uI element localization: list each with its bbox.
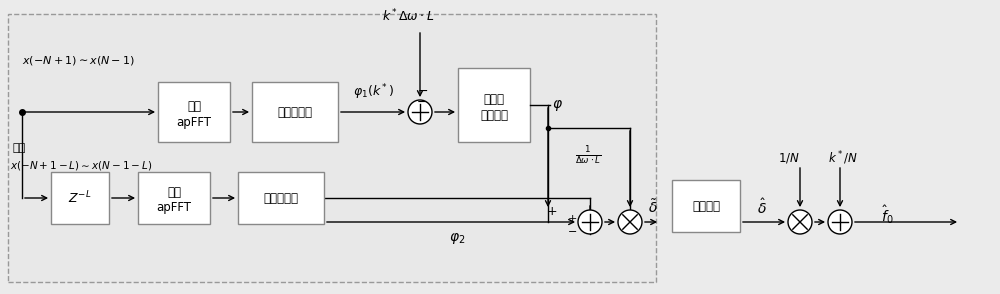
Bar [238, 172, 324, 224]
Circle shape [408, 100, 432, 124]
Bar [158, 82, 230, 142]
Text: $1/N$: $1/N$ [778, 151, 800, 165]
Text: $-$: $-$ [567, 225, 577, 235]
Text: $+$: $+$ [567, 213, 577, 223]
Text: $\varphi$: $\varphi$ [552, 98, 563, 113]
Text: $\frac{1}{\Delta\omega \cdot L}$: $\frac{1}{\Delta\omega \cdot L}$ [575, 144, 601, 166]
Text: $\tilde{\delta}$: $\tilde{\delta}$ [648, 198, 658, 216]
Bar [458, 68, 530, 142]
Text: $\varphi_2$: $\varphi_2$ [449, 230, 465, 245]
Circle shape [578, 210, 602, 234]
Circle shape [828, 210, 852, 234]
Text: apFFT: apFFT [177, 116, 212, 128]
Bar [8, 14, 656, 282]
Bar [138, 172, 210, 224]
Text: $k^*\Delta\omega\cdot L$: $k^*\Delta\omega\cdot L$ [382, 8, 434, 25]
Text: $-$: $-$ [416, 95, 428, 108]
Text: $Z^{-L}$: $Z^{-L}$ [68, 190, 92, 206]
Text: 无窗: 无窗 [167, 186, 181, 198]
Text: $k^*/N$: $k^*/N$ [828, 149, 858, 167]
Circle shape [618, 210, 642, 234]
Text: 无窗: 无窗 [187, 99, 201, 113]
Text: $\hat{f}_0$: $\hat{f}_0$ [881, 204, 894, 226]
Text: 频移补偿: 频移补偿 [692, 200, 720, 213]
Bar [672, 180, 740, 232]
Text: $x(-N+1)\sim x(N-1)$: $x(-N+1)\sim x(N-1)$ [22, 54, 135, 66]
Text: $+$: $+$ [546, 205, 558, 218]
Text: $\varphi_1(k^*)$: $\varphi_1(k^*)$ [353, 82, 394, 102]
Text: 相位调整: 相位调整 [480, 108, 508, 121]
Text: apFFT: apFFT [157, 201, 192, 215]
Text: $x(-N+1-L)\sim x(N-1-L)$: $x(-N+1-L)\sim x(N-1-L)$ [10, 158, 152, 171]
Text: 时延: 时延 [12, 143, 25, 153]
Bar [51, 172, 109, 224]
Bar [252, 82, 338, 142]
Text: $\hat{\delta}$: $\hat{\delta}$ [757, 197, 767, 217]
Text: 峰值谱搜索: 峰值谱搜索 [264, 191, 299, 205]
Circle shape [788, 210, 812, 234]
Text: $-$: $-$ [417, 84, 429, 97]
Text: 峰值谱搜索: 峰值谱搜索 [278, 106, 313, 118]
Text: 取模及: 取模及 [484, 93, 505, 106]
